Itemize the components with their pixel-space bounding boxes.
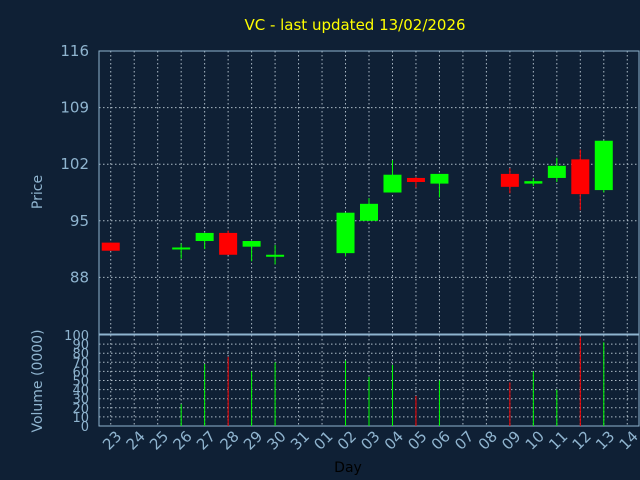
day-tick-label: 01 <box>310 427 336 453</box>
volume-tick-label: 90 <box>72 338 89 353</box>
candle-27 <box>195 232 214 250</box>
candle-30 <box>266 245 285 265</box>
day-tick-label: 10 <box>522 427 548 453</box>
volume-tick-label: 50 <box>72 375 89 390</box>
day-tick-label: 31 <box>287 427 313 453</box>
volume-tick-label: 0 <box>81 420 89 435</box>
candle-03 <box>360 198 378 221</box>
price-tick-label: 95 <box>70 212 89 230</box>
day-tick-label: 04 <box>381 427 407 453</box>
candle-26 <box>172 243 191 259</box>
candle-body <box>571 159 590 195</box>
candles <box>101 140 613 265</box>
candle-body <box>172 247 191 250</box>
day-tick-label: 24 <box>123 427 149 453</box>
price-panel-frame <box>98 50 640 335</box>
day-tick-label: 28 <box>216 427 242 453</box>
day-tick-label: 25 <box>146 427 172 453</box>
day-tick-label: 29 <box>240 427 266 453</box>
candle-04 <box>383 160 402 193</box>
day-tick-label: 03 <box>357 427 383 453</box>
candle-body <box>336 212 355 254</box>
volume-tick-label: 10 <box>72 411 89 426</box>
volume-tick-label: 20 <box>72 402 89 417</box>
day-tick-label: 02 <box>334 427 360 453</box>
candle-body <box>430 173 449 184</box>
candle-body <box>195 232 214 242</box>
candle-13 <box>594 140 613 193</box>
candle-06 <box>430 173 449 198</box>
volume-tick-label: 80 <box>72 347 89 362</box>
volume-bars <box>180 336 605 426</box>
x-axis-label: Day <box>334 460 362 476</box>
price-grid <box>99 50 639 334</box>
price-tick-label: 116 <box>60 42 89 60</box>
day-tick-label: 14 <box>616 427 640 453</box>
candle-body <box>242 241 261 247</box>
candle-body <box>101 242 120 251</box>
candle-body <box>406 177 425 182</box>
volume-tick-label: 30 <box>72 393 89 408</box>
volume-tick-label: 40 <box>72 384 89 399</box>
price-tick-label: 102 <box>60 155 89 173</box>
day-tick-label: 08 <box>475 427 501 453</box>
candle-23 <box>101 242 120 251</box>
day-tick-label: 12 <box>569 427 595 453</box>
candle-body <box>524 181 543 184</box>
day-tick-label: 06 <box>428 427 454 453</box>
day-tick-label: 23 <box>99 427 125 453</box>
chart-title: VC - last updated 13/02/2026 <box>244 16 465 34</box>
candle-body <box>360 203 378 221</box>
price-tick-label: 88 <box>70 268 89 286</box>
day-tick-label: 27 <box>193 427 219 453</box>
day-axis-ticks: 2324252627282930310102030405060708091011… <box>99 427 640 453</box>
candle-09 <box>500 168 519 194</box>
price-tick-label: 109 <box>60 99 89 117</box>
candle-05 <box>406 177 425 188</box>
price-axis-ticks: 116 109 102 95 88 <box>60 42 89 286</box>
candle-body <box>266 254 285 257</box>
candle-body <box>500 173 519 187</box>
candle-10 <box>524 177 543 187</box>
candle-body <box>547 165 566 178</box>
candle-02 <box>336 212 355 257</box>
day-tick-label: 13 <box>592 427 618 453</box>
candle-28 <box>219 230 238 255</box>
day-tick-label: 11 <box>545 427 571 453</box>
candle-29 <box>242 241 261 262</box>
day-tick-label: 05 <box>404 427 430 453</box>
candle-body <box>219 232 238 255</box>
candle-11 <box>547 157 566 182</box>
day-tick-label: 09 <box>498 427 524 453</box>
volume-tick-label: 70 <box>72 356 89 371</box>
volume-tick-label: 60 <box>72 365 89 380</box>
candle-body <box>383 174 402 193</box>
volume-tick-label: 100 <box>64 329 89 344</box>
candle-12 <box>571 149 590 211</box>
candle-body <box>594 140 613 191</box>
volume-axis-label: Volume (0000) <box>30 329 46 432</box>
day-tick-label: 30 <box>263 427 289 453</box>
day-tick-label: 26 <box>170 427 196 453</box>
price-axis-label: Price <box>30 175 46 209</box>
day-tick-label: 07 <box>451 427 477 453</box>
